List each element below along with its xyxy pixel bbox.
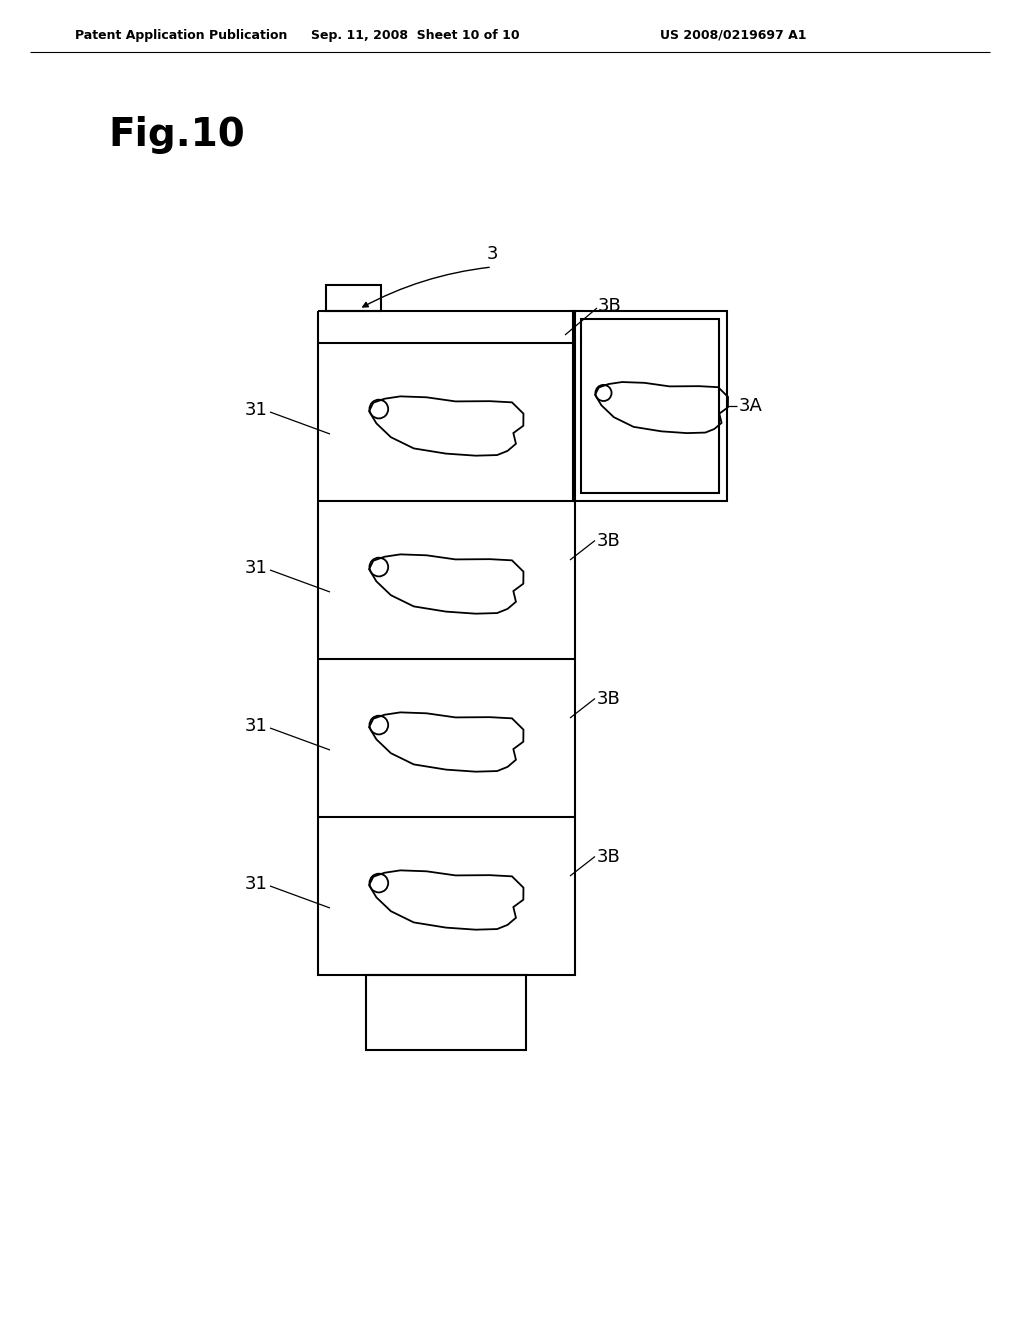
Text: US 2008/0219697 A1: US 2008/0219697 A1 (660, 29, 807, 41)
Text: 31: 31 (245, 875, 268, 894)
Text: 31: 31 (245, 717, 268, 735)
Text: Fig.10: Fig.10 (108, 116, 245, 154)
Text: 3: 3 (486, 246, 498, 263)
Text: Sep. 11, 2008  Sheet 10 of 10: Sep. 11, 2008 Sheet 10 of 10 (310, 29, 519, 41)
Bar (581, 319, 719, 492)
Text: 31: 31 (245, 401, 268, 418)
Bar (326, 285, 381, 312)
Text: 31: 31 (245, 558, 268, 577)
Bar (573, 312, 727, 502)
Text: 3B: 3B (597, 689, 621, 708)
Text: 3A: 3A (739, 397, 763, 414)
Text: Patent Application Publication: Patent Application Publication (75, 29, 288, 41)
Text: 3B: 3B (598, 297, 622, 315)
Bar (318, 343, 575, 975)
Text: 3B: 3B (597, 847, 621, 866)
Bar (366, 975, 526, 1049)
Text: 3B: 3B (597, 532, 621, 549)
